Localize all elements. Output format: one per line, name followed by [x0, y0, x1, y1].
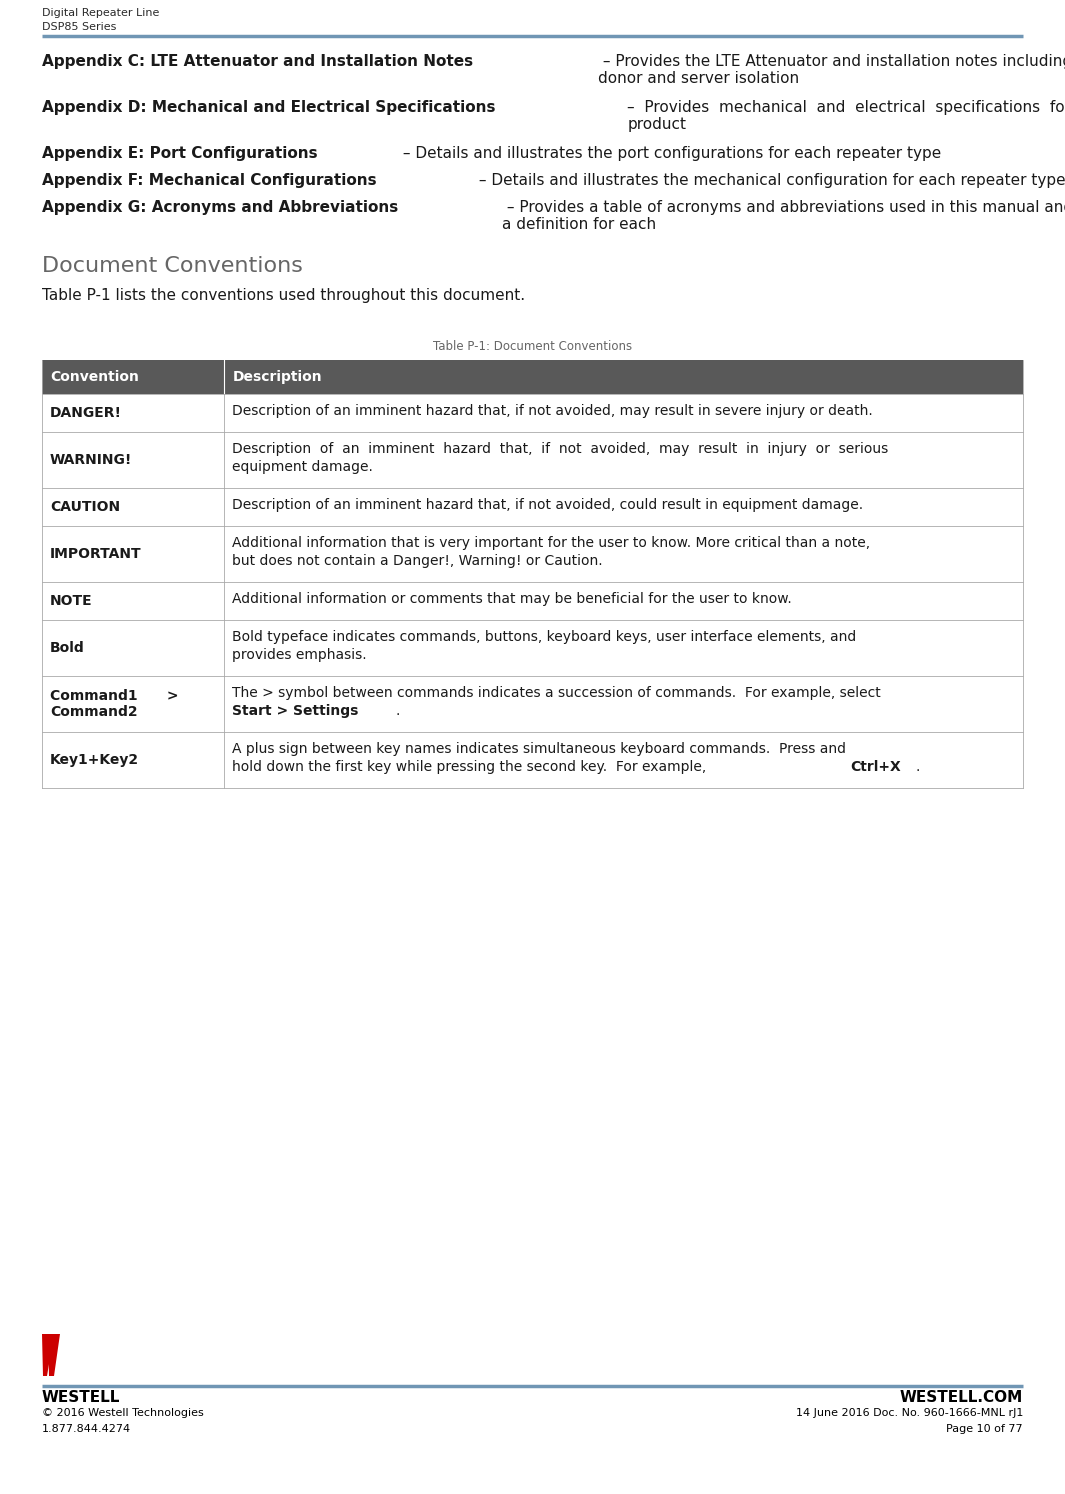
Text: Document Conventions: Document Conventions	[42, 255, 302, 276]
Text: 14 June 2016 Doc. No. 960-1666-MNL rJ1: 14 June 2016 Doc. No. 960-1666-MNL rJ1	[796, 1407, 1023, 1418]
Text: Key1+Key2: Key1+Key2	[50, 753, 140, 766]
FancyBboxPatch shape	[42, 432, 1023, 489]
Text: Start > Settings: Start > Settings	[232, 704, 359, 719]
Text: – Details and illustrates the mechanical configuration for each repeater type: – Details and illustrates the mechanical…	[474, 173, 1065, 188]
Text: CAUTION: CAUTION	[50, 500, 120, 514]
Text: 1.877.844.4274: 1.877.844.4274	[42, 1424, 131, 1434]
Text: © 2016 Westell Technologies: © 2016 Westell Technologies	[42, 1407, 203, 1418]
Text: Convention: Convention	[50, 371, 138, 384]
Text: provides emphasis.: provides emphasis.	[232, 648, 367, 662]
Text: Bold: Bold	[50, 641, 85, 654]
Text: A plus sign between key names indicates simultaneous keyboard commands.  Press a: A plus sign between key names indicates …	[232, 743, 847, 756]
Text: Appendix C: LTE Attenuator and Installation Notes: Appendix C: LTE Attenuator and Installat…	[42, 54, 473, 69]
FancyBboxPatch shape	[42, 620, 1023, 675]
Text: Appendix D: Mechanical and Electrical Specifications: Appendix D: Mechanical and Electrical Sp…	[42, 100, 495, 115]
Text: – Provides a table of acronyms and abbreviations used in this manual and
a defin: – Provides a table of acronyms and abbre…	[502, 200, 1065, 233]
Text: DSP85 Series: DSP85 Series	[42, 22, 116, 31]
Text: Ctrl+X: Ctrl+X	[850, 760, 901, 774]
Text: Command1      >
Command2: Command1 > Command2	[50, 689, 179, 719]
Text: Description of an imminent hazard that, if not avoided, could result in equipmen: Description of an imminent hazard that, …	[232, 498, 864, 512]
Text: Additional information that is very important for the user to know. More critica: Additional information that is very impo…	[232, 536, 870, 550]
Text: The > symbol between commands indicates a succession of commands.  For example, : The > symbol between commands indicates …	[232, 686, 881, 701]
Text: Description of an imminent hazard that, if not avoided, may result in severe inj: Description of an imminent hazard that, …	[232, 403, 873, 418]
Text: hold down the first key while pressing the second key.  For example,: hold down the first key while pressing t…	[232, 760, 711, 774]
Text: Description  of  an  imminent  hazard  that,  if  not  avoided,  may  result  in: Description of an imminent hazard that, …	[232, 442, 888, 456]
Text: WARNING!: WARNING!	[50, 453, 132, 468]
Text: Additional information or comments that may be beneficial for the user to know.: Additional information or comments that …	[232, 592, 792, 607]
Text: IMPORTANT: IMPORTANT	[50, 547, 142, 562]
Text: but does not contain a Danger!, Warning! or Caution.: but does not contain a Danger!, Warning!…	[232, 554, 603, 568]
Text: Table P-1: Document Conventions: Table P-1: Document Conventions	[433, 341, 632, 353]
Text: Digital Repeater Line: Digital Repeater Line	[42, 7, 160, 18]
Text: Appendix F: Mechanical Configurations: Appendix F: Mechanical Configurations	[42, 173, 377, 188]
Text: Page 10 of 77: Page 10 of 77	[947, 1424, 1023, 1434]
Text: Bold typeface indicates commands, buttons, keyboard keys, user interface element: Bold typeface indicates commands, button…	[232, 630, 856, 644]
Text: – Details and illustrates the port configurations for each repeater type: – Details and illustrates the port confi…	[397, 146, 940, 161]
Polygon shape	[42, 1334, 54, 1376]
Text: .: .	[916, 760, 920, 774]
FancyBboxPatch shape	[42, 732, 1023, 787]
FancyBboxPatch shape	[42, 489, 1023, 526]
Text: equipment damage.: equipment damage.	[232, 460, 374, 474]
FancyBboxPatch shape	[42, 526, 1023, 583]
FancyBboxPatch shape	[42, 360, 1023, 394]
Text: WESTELL: WESTELL	[42, 1389, 120, 1404]
Text: DANGER!: DANGER!	[50, 406, 122, 420]
Polygon shape	[48, 1334, 60, 1376]
Text: Description: Description	[232, 371, 322, 384]
FancyBboxPatch shape	[42, 675, 1023, 732]
Text: –  Provides  mechanical  and  electrical  specifications  for  this
product: – Provides mechanical and electrical spe…	[627, 100, 1065, 133]
Text: .: .	[395, 704, 399, 719]
FancyBboxPatch shape	[42, 394, 1023, 432]
Text: Appendix E: Port Configurations: Appendix E: Port Configurations	[42, 146, 317, 161]
Text: Table P-1 lists the conventions used throughout this document.: Table P-1 lists the conventions used thr…	[42, 288, 525, 303]
Text: – Provides the LTE Attenuator and installation notes including
donor and server : – Provides the LTE Attenuator and instal…	[599, 54, 1065, 87]
Text: Appendix G: Acronyms and Abbreviations: Appendix G: Acronyms and Abbreviations	[42, 200, 398, 215]
Text: WESTELL.COM: WESTELL.COM	[900, 1389, 1023, 1404]
FancyBboxPatch shape	[42, 583, 1023, 620]
Text: NOTE: NOTE	[50, 595, 93, 608]
